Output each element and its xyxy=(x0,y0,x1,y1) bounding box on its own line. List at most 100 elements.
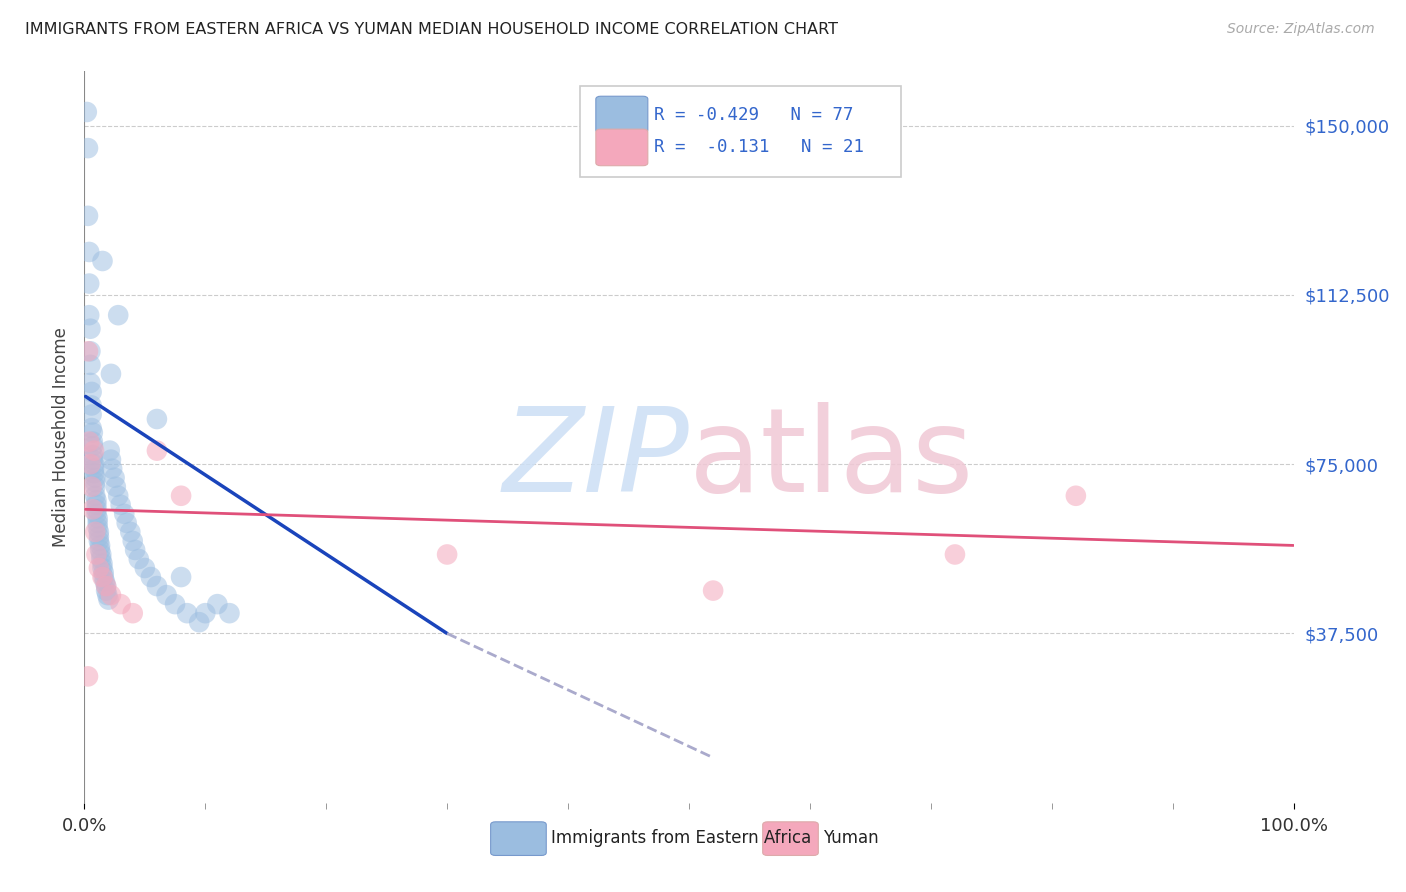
Point xyxy=(84,471,107,485)
FancyBboxPatch shape xyxy=(596,96,648,133)
Point xyxy=(100,588,122,602)
Point xyxy=(82,452,104,467)
Point xyxy=(89,538,111,552)
FancyBboxPatch shape xyxy=(762,822,818,855)
Point xyxy=(89,543,111,558)
Point xyxy=(155,588,177,602)
Point xyxy=(80,399,103,413)
Point xyxy=(87,533,110,548)
Point xyxy=(101,461,124,475)
Point xyxy=(170,489,193,503)
Point xyxy=(134,561,156,575)
Point xyxy=(146,579,169,593)
Point xyxy=(93,566,115,580)
Point xyxy=(77,344,100,359)
Point xyxy=(79,457,101,471)
Point xyxy=(86,507,108,521)
Point xyxy=(80,480,103,494)
Point xyxy=(83,443,105,458)
Point xyxy=(80,408,103,422)
Point xyxy=(77,209,100,223)
Text: IMMIGRANTS FROM EASTERN AFRICA VS YUMAN MEDIAN HOUSEHOLD INCOME CORRELATION CHAR: IMMIGRANTS FROM EASTERN AFRICA VS YUMAN … xyxy=(25,22,838,37)
Point xyxy=(107,308,129,322)
Point xyxy=(218,606,240,620)
Point xyxy=(104,480,127,494)
Point xyxy=(82,448,104,462)
Point xyxy=(194,606,217,620)
Point xyxy=(94,583,117,598)
Point xyxy=(91,254,114,268)
Point xyxy=(207,597,229,611)
Point xyxy=(82,439,104,453)
Point xyxy=(82,434,104,449)
Point xyxy=(121,533,143,548)
Point xyxy=(86,548,108,562)
Point xyxy=(1064,489,1087,503)
Point xyxy=(80,421,103,435)
Point xyxy=(87,529,110,543)
Point xyxy=(128,552,150,566)
Point xyxy=(188,615,211,630)
Point xyxy=(87,524,110,539)
Point xyxy=(90,548,112,562)
Point xyxy=(79,344,101,359)
Point xyxy=(100,452,122,467)
Point xyxy=(170,570,193,584)
Text: R = -0.429   N = 77: R = -0.429 N = 77 xyxy=(654,105,853,123)
Text: atlas: atlas xyxy=(689,401,974,516)
Text: Source: ZipAtlas.com: Source: ZipAtlas.com xyxy=(1227,22,1375,37)
Point xyxy=(121,606,143,620)
Point xyxy=(86,493,108,508)
Point xyxy=(79,358,101,372)
Point xyxy=(124,543,146,558)
Point xyxy=(943,548,966,562)
Point xyxy=(82,425,104,440)
Text: Immigrants from Eastern Africa: Immigrants from Eastern Africa xyxy=(551,829,811,847)
Point xyxy=(90,552,112,566)
Point xyxy=(702,583,724,598)
Point xyxy=(79,322,101,336)
Point xyxy=(83,466,105,480)
Point xyxy=(87,561,110,575)
Point xyxy=(94,579,117,593)
Point xyxy=(77,244,100,259)
Point xyxy=(80,384,103,399)
Point xyxy=(96,588,118,602)
Point xyxy=(146,412,169,426)
Point xyxy=(86,502,108,516)
Point xyxy=(86,498,108,512)
Point xyxy=(110,597,132,611)
Point xyxy=(94,579,117,593)
Text: ZIP: ZIP xyxy=(502,402,689,516)
Point xyxy=(91,557,114,571)
Point xyxy=(79,376,101,390)
Point xyxy=(77,434,100,449)
Point xyxy=(98,443,121,458)
Point xyxy=(115,516,138,530)
Point xyxy=(112,507,135,521)
Text: Yuman: Yuman xyxy=(823,829,879,847)
Point xyxy=(91,570,114,584)
Point xyxy=(83,457,105,471)
Point xyxy=(82,502,104,516)
Text: R =  -0.131   N = 21: R = -0.131 N = 21 xyxy=(654,138,863,156)
Point xyxy=(84,475,107,490)
Point xyxy=(77,308,100,322)
Point xyxy=(83,461,105,475)
Point xyxy=(146,443,169,458)
Point xyxy=(120,524,142,539)
Point xyxy=(104,471,127,485)
Point xyxy=(84,480,107,494)
Point xyxy=(86,511,108,525)
FancyBboxPatch shape xyxy=(596,129,648,166)
Point xyxy=(86,520,108,534)
Point xyxy=(165,597,187,611)
Point xyxy=(76,105,98,120)
Point xyxy=(107,489,129,503)
Point xyxy=(436,548,458,562)
Point xyxy=(176,606,198,620)
Point xyxy=(86,516,108,530)
Point xyxy=(100,367,122,381)
Point xyxy=(84,489,107,503)
Y-axis label: Median Household Income: Median Household Income xyxy=(52,327,70,547)
